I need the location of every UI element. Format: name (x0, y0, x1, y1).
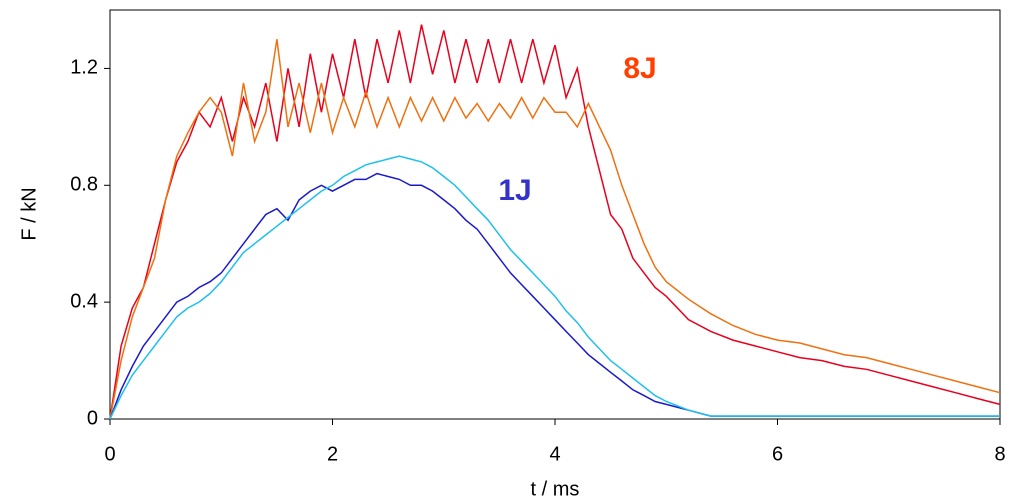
y-tick-label: 0.8 (70, 174, 98, 196)
y-tick-label: 0 (87, 407, 98, 429)
annotation: 1J (498, 174, 531, 207)
series-line (109, 24, 1001, 420)
x-tick-label: 6 (772, 443, 783, 465)
y-tick-label: 1.2 (70, 57, 98, 79)
annotation: 8J (623, 52, 656, 85)
x-axis-title: t / ms (531, 478, 580, 500)
x-tick-label: 4 (549, 443, 560, 465)
x-tick-label: 8 (994, 443, 1005, 465)
x-tick-label: 0 (104, 443, 115, 465)
series-line (109, 155, 1000, 420)
y-axis-title: F / kN (18, 187, 40, 240)
series-line (109, 39, 1001, 420)
y-tick-label: 0.4 (70, 290, 98, 312)
x-tick-label: 2 (327, 443, 338, 465)
